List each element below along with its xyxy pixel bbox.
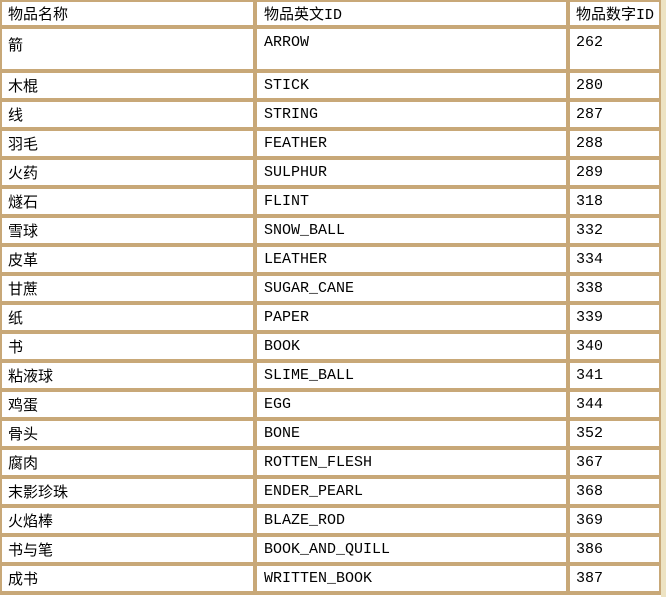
item-name-cell: 箭 (2, 29, 257, 73)
item-english-id-cell: PAPER (257, 305, 570, 334)
table-row: 箭 ARROW 262 (2, 29, 661, 73)
item-english-id-cell: ROTTEN_FLESH (257, 450, 570, 479)
table-row: 羽毛 FEATHER 288 (2, 131, 661, 160)
item-english-id-cell: STICK (257, 73, 570, 102)
item-english-id-cell: SUGAR_CANE (257, 276, 570, 305)
item-name-cell: 火焰棒 (2, 508, 257, 537)
item-name-cell: 骨头 (2, 421, 257, 450)
table-row: 骨头 BONE 352 (2, 421, 661, 450)
item-english-id-cell: BONE (257, 421, 570, 450)
table-row: 火焰棒 BLAZE_ROD 369 (2, 508, 661, 537)
table-row: 粘液球 SLIME_BALL 341 (2, 363, 661, 392)
item-english-id-cell: FEATHER (257, 131, 570, 160)
item-numeric-id-cell: 287 (570, 102, 661, 131)
column-header-item-english-id: 物品英文ID (257, 2, 570, 29)
item-name-cell: 雪球 (2, 218, 257, 247)
table-row: 线 STRING 287 (2, 102, 661, 131)
table-row: 书与笔 BOOK_AND_QUILL 386 (2, 537, 661, 566)
item-numeric-id-cell: 340 (570, 334, 661, 363)
item-numeric-id-cell: 289 (570, 160, 661, 189)
table-row: 末影珍珠 ENDER_PEARL 368 (2, 479, 661, 508)
item-english-id-cell: FLINT (257, 189, 570, 218)
item-name-cell: 木棍 (2, 73, 257, 102)
item-name-cell: 线 (2, 102, 257, 131)
item-name-cell: 皮革 (2, 247, 257, 276)
item-numeric-id-cell: 341 (570, 363, 661, 392)
item-numeric-id-cell: 262 (570, 29, 661, 73)
item-numeric-id-cell: 368 (570, 479, 661, 508)
item-english-id-cell: ARROW (257, 29, 570, 73)
table-row: 皮革 LEATHER 334 (2, 247, 661, 276)
item-english-id-cell: LEATHER (257, 247, 570, 276)
item-name-cell: 羽毛 (2, 131, 257, 160)
item-name-cell: 成书 (2, 566, 257, 595)
table-row: 鸡蛋 EGG 344 (2, 392, 661, 421)
item-name-cell: 纸 (2, 305, 257, 334)
table-row: 木棍 STICK 280 (2, 73, 661, 102)
item-english-id-cell: WRITTEN_BOOK (257, 566, 570, 595)
item-numeric-id-cell: 344 (570, 392, 661, 421)
column-header-item-name: 物品名称 (2, 2, 257, 29)
item-english-id-cell: BOOK (257, 334, 570, 363)
item-id-table-body: 物品名称 物品英文ID 物品数字ID 箭 ARROW 262 木棍 STICK … (2, 2, 661, 595)
item-name-cell: 书 (2, 334, 257, 363)
item-numeric-id-cell: 280 (570, 73, 661, 102)
item-numeric-id-cell: 369 (570, 508, 661, 537)
item-name-cell: 火药 (2, 160, 257, 189)
column-header-item-numeric-id: 物品数字ID (570, 2, 661, 29)
table-row: 成书 WRITTEN_BOOK 387 (2, 566, 661, 595)
item-name-cell: 书与笔 (2, 537, 257, 566)
item-name-cell: 腐肉 (2, 450, 257, 479)
item-english-id-cell: BLAZE_ROD (257, 508, 570, 537)
item-english-id-cell: SLIME_BALL (257, 363, 570, 392)
item-numeric-id-cell: 386 (570, 537, 661, 566)
item-numeric-id-cell: 334 (570, 247, 661, 276)
item-numeric-id-cell: 352 (570, 421, 661, 450)
table-header-row: 物品名称 物品英文ID 物品数字ID (2, 2, 661, 29)
item-english-id-cell: STRING (257, 102, 570, 131)
item-numeric-id-cell: 332 (570, 218, 661, 247)
item-numeric-id-cell: 288 (570, 131, 661, 160)
item-english-id-cell: SNOW_BALL (257, 218, 570, 247)
item-numeric-id-cell: 339 (570, 305, 661, 334)
item-name-cell: 鸡蛋 (2, 392, 257, 421)
item-english-id-cell: ENDER_PEARL (257, 479, 570, 508)
item-name-cell: 甘蔗 (2, 276, 257, 305)
item-name-cell: 末影珍珠 (2, 479, 257, 508)
item-numeric-id-cell: 318 (570, 189, 661, 218)
table-row: 火药 SULPHUR 289 (2, 160, 661, 189)
table-row: 腐肉 ROTTEN_FLESH 367 (2, 450, 661, 479)
item-name-cell: 粘液球 (2, 363, 257, 392)
table-row: 纸 PAPER 339 (2, 305, 661, 334)
item-numeric-id-cell: 387 (570, 566, 661, 595)
table-row: 燧石 FLINT 318 (2, 189, 661, 218)
item-name-cell: 燧石 (2, 189, 257, 218)
item-numeric-id-cell: 367 (570, 450, 661, 479)
item-english-id-cell: SULPHUR (257, 160, 570, 189)
table-row: 甘蔗 SUGAR_CANE 338 (2, 276, 661, 305)
item-english-id-cell: BOOK_AND_QUILL (257, 537, 570, 566)
item-english-id-cell: EGG (257, 392, 570, 421)
table-row: 雪球 SNOW_BALL 332 (2, 218, 661, 247)
table-row: 书 BOOK 340 (2, 334, 661, 363)
right-edge-strip (661, 0, 666, 597)
item-numeric-id-cell: 338 (570, 276, 661, 305)
